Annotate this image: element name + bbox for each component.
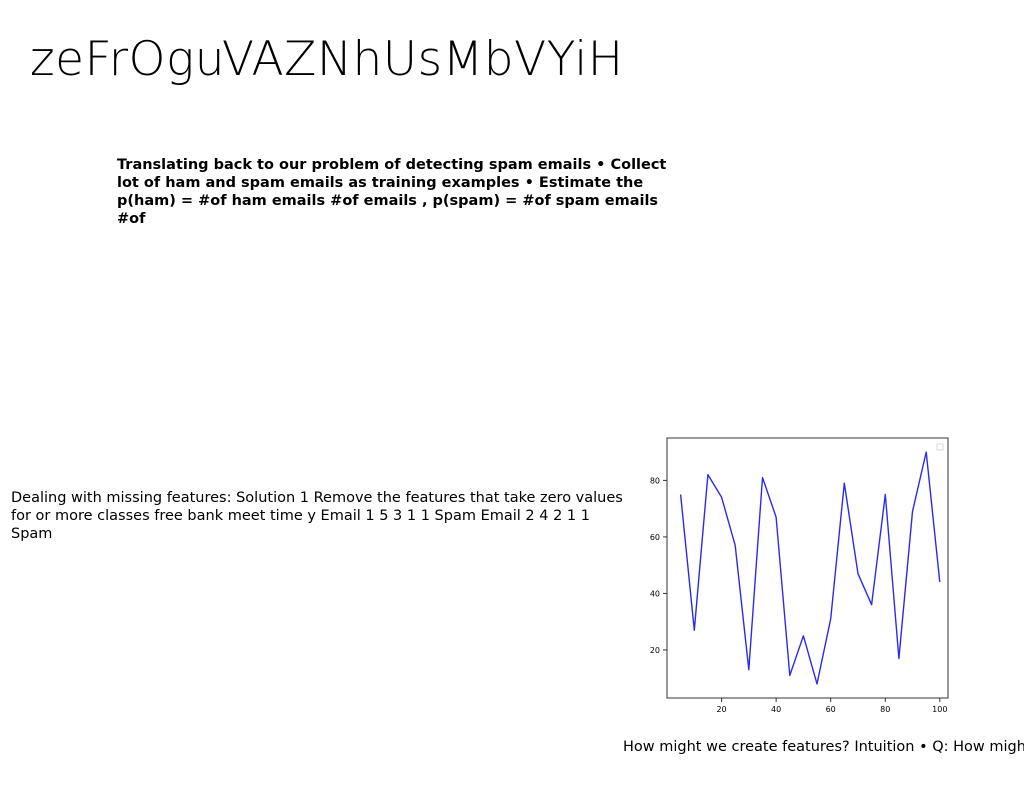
bold-text-block: Translating back to our problem of detec… xyxy=(117,157,667,227)
x-tick-label: 100 xyxy=(932,705,947,714)
series-line xyxy=(679,451,941,685)
plain-text-block: Dealing with missing features: Solution … xyxy=(11,490,623,542)
x-tick-label: 60 xyxy=(826,705,836,714)
x-tick-label: 40 xyxy=(771,705,781,714)
x-tick-label: 20 xyxy=(716,705,726,714)
plot-frame xyxy=(666,437,949,699)
line-chart: 20 40 60 80 100 20 40 60 80 xyxy=(650,437,949,714)
slide-title: zeFrOguVAZNhUsMbVYiH xyxy=(30,32,624,87)
y-tick-label: 40 xyxy=(650,589,660,598)
legend-box xyxy=(936,443,944,451)
x-tick-label: 80 xyxy=(880,705,890,714)
y-tick-label: 20 xyxy=(650,646,660,655)
caption-text: How might we create features? Intuition … xyxy=(623,739,1024,755)
y-tick-label: 60 xyxy=(650,533,660,542)
y-tick-label: 80 xyxy=(650,476,660,485)
